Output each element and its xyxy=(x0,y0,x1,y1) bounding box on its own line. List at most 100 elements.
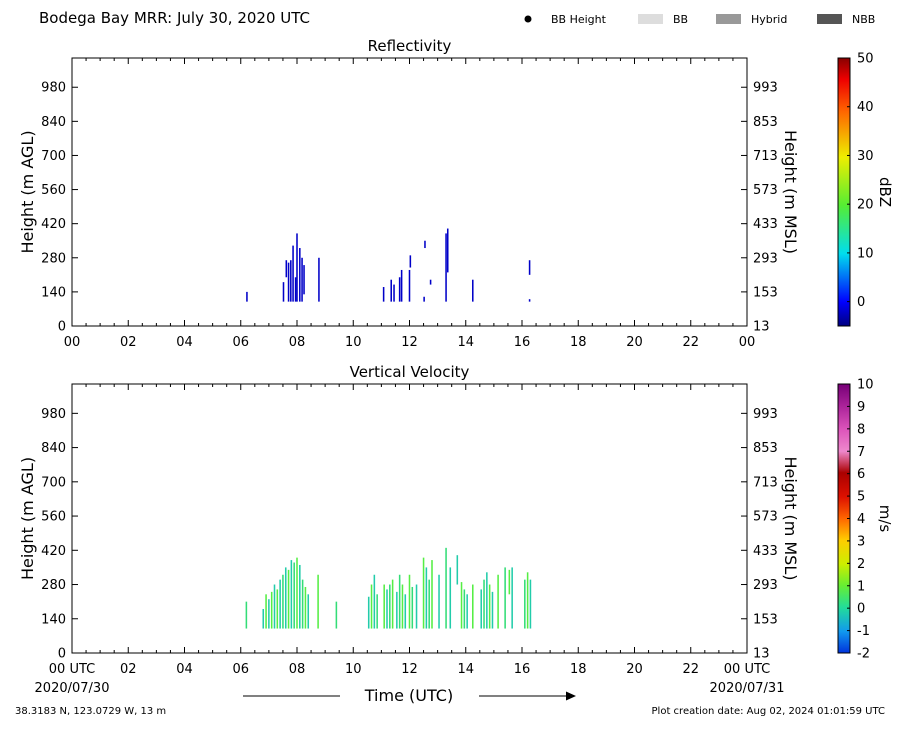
x-tick-label: 04 xyxy=(176,335,193,350)
x-tick-label: 00 UTC xyxy=(724,662,770,677)
x-tick-label: 08 xyxy=(289,335,306,350)
x-tick-label: 20 xyxy=(626,662,643,677)
data-column xyxy=(373,574,376,629)
colorbar-label: m/s xyxy=(876,505,894,533)
data-column xyxy=(287,262,290,302)
y2-tick-label: 853 xyxy=(753,115,778,130)
x-tick-label: 00 UTC xyxy=(49,662,95,677)
data-column xyxy=(408,269,411,302)
data-column xyxy=(528,299,531,302)
data-column xyxy=(508,569,511,595)
data-column xyxy=(423,296,425,302)
data-column xyxy=(398,277,401,302)
data-column xyxy=(294,277,297,302)
data-column xyxy=(285,260,288,278)
header-legend: BB Height BB Hybrid NBB xyxy=(524,13,875,26)
y-tick-label: 980 xyxy=(41,81,66,96)
data-column xyxy=(304,586,307,629)
x-tick-label: 16 xyxy=(514,335,531,350)
x-tick-label: 18 xyxy=(570,662,587,677)
y2-tick-label: 433 xyxy=(753,544,778,559)
data-column xyxy=(292,245,294,302)
data-column xyxy=(424,240,426,249)
y-tick-label: 0 xyxy=(58,647,66,662)
data-column xyxy=(279,579,281,629)
data-column xyxy=(282,282,285,302)
data-column xyxy=(456,555,459,585)
data-column xyxy=(497,574,499,629)
data-column xyxy=(401,584,404,629)
end-date: 2020/07/31 xyxy=(710,681,785,696)
data-column xyxy=(396,591,398,629)
legend-label: BB Height xyxy=(551,13,607,26)
data-column xyxy=(431,560,433,629)
data-column xyxy=(390,279,392,302)
colorbar-tick-label: 10 xyxy=(857,378,874,393)
data-column xyxy=(262,608,265,629)
data-column xyxy=(270,591,273,629)
y-tick-label: 560 xyxy=(41,510,66,525)
data-column xyxy=(282,574,284,629)
data-column xyxy=(367,596,370,629)
legend-swatch-hybrid xyxy=(716,14,741,24)
data-column xyxy=(404,594,407,629)
x-tick-label: 08 xyxy=(289,662,306,677)
data-column xyxy=(438,574,440,629)
start-date: 2020/07/30 xyxy=(35,681,110,696)
data-column xyxy=(391,579,394,629)
y-axis-label: Height (m AGL) xyxy=(18,130,37,253)
y-tick-label: 280 xyxy=(41,578,66,593)
x-tick-label: 16 xyxy=(514,662,531,677)
data-column xyxy=(299,564,301,629)
location-text: 38.3183 N, 123.0729 W, 13 m xyxy=(15,706,166,717)
colorbar-tick-label: 2 xyxy=(857,557,865,572)
data-column xyxy=(370,584,373,629)
legend-swatch-nbb xyxy=(817,14,842,24)
y-tick-label: 420 xyxy=(41,217,66,232)
y2-tick-label: 293 xyxy=(753,578,778,593)
y2-axis-label: Height (m MSL) xyxy=(781,456,800,580)
data-column xyxy=(393,284,395,302)
x-tick-label: 02 xyxy=(120,335,137,350)
plot-creation-date: Plot creation date: Aug 02, 2024 01:01:5… xyxy=(652,706,885,717)
colorbar-tick-label: 5 xyxy=(857,490,865,505)
y2-tick-label: 13 xyxy=(753,320,770,335)
legend-marker-bb-height xyxy=(524,15,532,23)
legend-label: NBB xyxy=(852,13,875,26)
data-column xyxy=(290,260,292,302)
data-column xyxy=(491,591,494,629)
data-column xyxy=(408,574,411,629)
data-column xyxy=(287,569,290,629)
colorbar-tick-label: -2 xyxy=(857,647,870,662)
x-tick-label: 10 xyxy=(345,662,362,677)
data-column xyxy=(301,579,304,629)
data-column xyxy=(389,584,391,629)
data-column xyxy=(429,279,432,285)
data-column xyxy=(446,228,449,273)
x-tick-label: 22 xyxy=(682,335,699,350)
colorbar-tick-label: 4 xyxy=(857,512,865,527)
data-column xyxy=(480,589,482,629)
data-column xyxy=(524,579,526,629)
y2-tick-label: 153 xyxy=(753,285,778,300)
y-tick-label: 840 xyxy=(41,441,66,456)
y-tick-label: 140 xyxy=(41,285,66,300)
colorbar-tick-label: 0 xyxy=(857,602,865,617)
data-column xyxy=(265,594,267,629)
data-column xyxy=(246,291,248,302)
data-column xyxy=(409,255,412,268)
y2-tick-label: 993 xyxy=(753,407,778,422)
x-tick-label: 06 xyxy=(232,335,249,350)
page-title: Bodega Bay MRR: July 30, 2020 UTC xyxy=(39,9,310,27)
data-column xyxy=(529,579,532,629)
data-column xyxy=(449,567,452,629)
data-column xyxy=(472,584,474,629)
colorbar-tick-label: 10 xyxy=(857,246,874,261)
data-column xyxy=(488,584,491,629)
data-column xyxy=(386,589,388,629)
legend-label: BB xyxy=(673,13,688,26)
x-tick-label: 18 xyxy=(570,335,587,350)
data-column xyxy=(445,547,447,629)
